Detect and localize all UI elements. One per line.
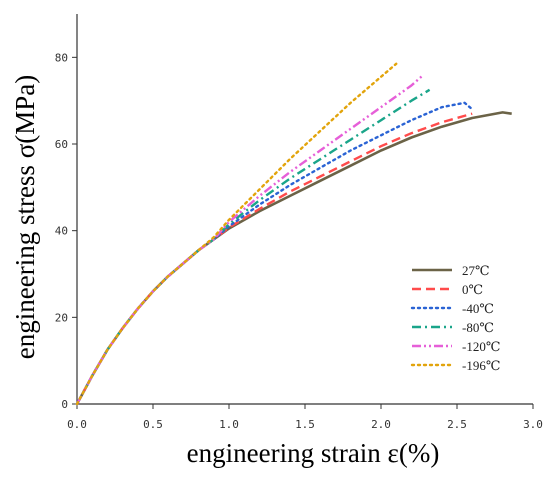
legend-label: -196℃: [462, 358, 500, 373]
x-tick-label: 1.5: [295, 418, 315, 431]
y-tick-label: 0: [61, 398, 68, 411]
legend-label: -120℃: [462, 339, 500, 354]
x-tick-label: 2.0: [371, 418, 391, 431]
y-tick-label: 80: [55, 51, 68, 64]
legend-label: -40℃: [462, 301, 494, 316]
legend-label: -80℃: [462, 320, 494, 335]
series-line: [75, 101, 474, 406]
x-tick-label: 0.5: [143, 418, 163, 431]
series-line: [75, 62, 398, 406]
x-tick-label: 3.0: [523, 418, 543, 431]
legend-label: 27℃: [462, 263, 490, 278]
x-tick-label: 0.0: [67, 418, 87, 431]
y-tick-label: 20: [55, 311, 68, 324]
series-line: [75, 112, 473, 405]
x-tick-label: 2.5: [447, 418, 467, 431]
y-tick-label: 40: [55, 225, 68, 238]
x-tick-label: 1.0: [219, 418, 239, 431]
series-line: [75, 73, 425, 405]
y-tick-label: 60: [55, 138, 68, 151]
x-axis-title: engineering strain ε(%): [187, 438, 440, 468]
legend-label: 0℃: [462, 282, 483, 297]
y-axis-title: engineering stress σ(MPa): [10, 75, 40, 360]
